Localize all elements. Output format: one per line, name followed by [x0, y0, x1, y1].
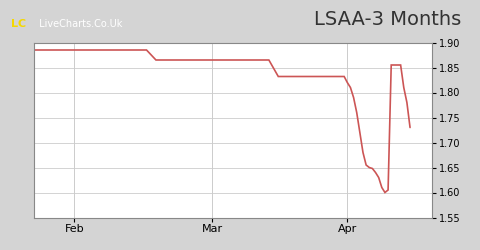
Text: LiveCharts.Co.Uk: LiveCharts.Co.Uk — [36, 19, 123, 29]
Text: LC: LC — [11, 19, 26, 29]
Text: LSAA-3 Months: LSAA-3 Months — [313, 10, 461, 29]
